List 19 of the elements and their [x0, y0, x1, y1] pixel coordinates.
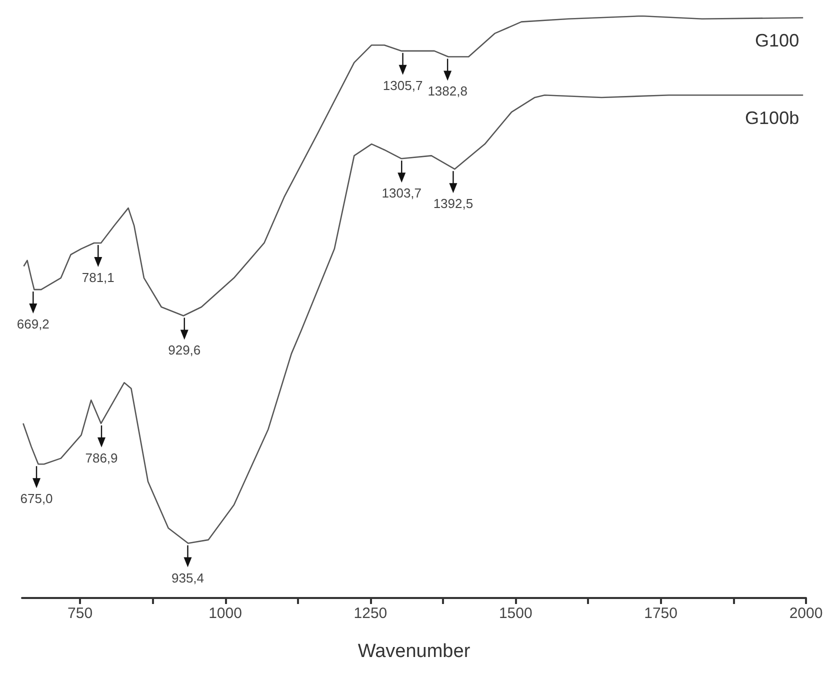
- x-axis-title: Wavenumber: [358, 641, 471, 662]
- annotation: 929,6: [168, 342, 201, 358]
- annotation: 669,2: [16, 316, 50, 332]
- annotation: 675,0: [20, 491, 53, 506]
- series-label: G100b: [745, 108, 800, 128]
- x-tick-label: 2000: [789, 605, 823, 622]
- annotation: 786,9: [85, 450, 118, 466]
- annotation: 1303,7: [382, 186, 422, 201]
- annotation: 935,4: [171, 570, 204, 586]
- annotation: 1305,7: [382, 78, 423, 93]
- x-tick-label: 1500: [498, 605, 532, 622]
- annotation: 1392,5: [433, 196, 474, 212]
- x-tick-label: 1000: [208, 605, 242, 622]
- annotation: 1382,8: [428, 84, 468, 99]
- annotation: 781,1: [82, 270, 114, 285]
- x-tick-label: 750: [68, 605, 93, 622]
- series-label: G100: [755, 30, 800, 51]
- x-tick-label: 1750: [644, 605, 678, 622]
- x-tick-label: 1250: [354, 605, 388, 622]
